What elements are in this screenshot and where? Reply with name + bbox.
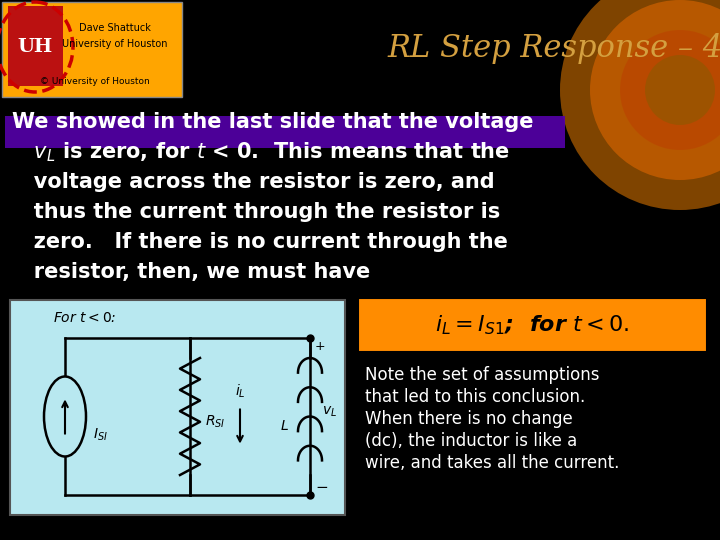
Text: $v_L$: $v_L$ — [322, 404, 337, 418]
Text: For $t < 0$:: For $t < 0$: — [53, 311, 117, 325]
Bar — [8, 6, 63, 86]
Text: $R_{SI}$: $R_{SI}$ — [205, 413, 225, 430]
Text: +: + — [315, 340, 325, 353]
Text: voltage across the resistor is zero, and: voltage across the resistor is zero, and — [12, 172, 495, 192]
FancyBboxPatch shape — [358, 298, 707, 352]
Circle shape — [560, 0, 720, 210]
Text: that led to this conclusion.: that led to this conclusion. — [365, 388, 585, 406]
Text: $I_{SI}$: $I_{SI}$ — [93, 426, 108, 443]
Text: When there is no change: When there is no change — [365, 410, 572, 428]
Text: thus the current through the resistor is: thus the current through the resistor is — [12, 202, 500, 222]
Text: Dave Shattuck: Dave Shattuck — [79, 23, 151, 33]
FancyBboxPatch shape — [10, 300, 345, 515]
FancyBboxPatch shape — [5, 116, 565, 148]
Text: wire, and takes all the current.: wire, and takes all the current. — [365, 454, 619, 472]
Circle shape — [590, 0, 720, 180]
Text: $i_L = I_{S1}$;  for $t < 0.$: $i_L = I_{S1}$; for $t < 0.$ — [435, 313, 630, 337]
Text: © University of Houston: © University of Houston — [40, 78, 150, 86]
Text: $L$: $L$ — [280, 420, 289, 434]
FancyBboxPatch shape — [2, 2, 182, 97]
Text: University of Houston: University of Houston — [62, 39, 168, 49]
Text: UH: UH — [17, 38, 53, 56]
Text: Note the set of assumptions: Note the set of assumptions — [365, 366, 600, 384]
Text: resistor, then, we must have: resistor, then, we must have — [12, 262, 370, 282]
Ellipse shape — [44, 376, 86, 456]
Circle shape — [620, 30, 720, 150]
Text: −: − — [315, 480, 328, 495]
Circle shape — [645, 55, 715, 125]
Text: (dc), the inductor is like a: (dc), the inductor is like a — [365, 432, 577, 450]
Text: zero.   If there is no current through the: zero. If there is no current through the — [12, 232, 508, 252]
Text: $v_L$ is zero, for $t$ < 0.  This means that the: $v_L$ is zero, for $t$ < 0. This means t… — [12, 140, 510, 164]
Text: RL Step Response – 4: RL Step Response – 4 — [387, 32, 720, 64]
Text: $i_L$: $i_L$ — [235, 383, 246, 400]
Text: We showed in the last slide that the voltage: We showed in the last slide that the vol… — [12, 112, 534, 132]
